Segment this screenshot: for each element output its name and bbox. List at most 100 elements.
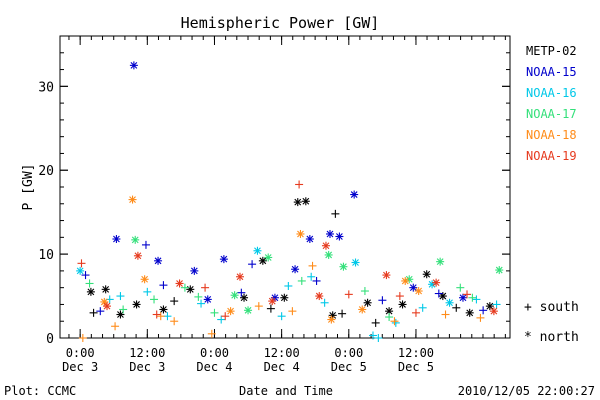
legend-entry: NOAA-17 bbox=[526, 107, 577, 121]
point-noaa-18 bbox=[140, 275, 149, 284]
point-noaa-18 bbox=[226, 307, 235, 316]
point-noaa-18 bbox=[111, 322, 120, 331]
point-noaa-18 bbox=[254, 302, 263, 311]
x-tick-time: 12:00 bbox=[264, 346, 300, 360]
marker-legend-south: + south bbox=[524, 300, 579, 315]
point-noaa-17 bbox=[210, 308, 219, 317]
point-noaa-18 bbox=[327, 315, 336, 324]
point-metp-02 bbox=[398, 300, 407, 309]
data-points bbox=[76, 61, 504, 342]
point-metp-02 bbox=[331, 209, 340, 218]
point-noaa-15 bbox=[326, 229, 334, 238]
point-noaa-19 bbox=[463, 290, 472, 299]
point-noaa-19 bbox=[236, 272, 244, 281]
point-noaa-18 bbox=[156, 312, 165, 321]
x-tick-time: 0:00 bbox=[334, 346, 363, 360]
point-metp-02 bbox=[301, 197, 310, 206]
point-noaa-15 bbox=[154, 256, 163, 265]
x-tick-date: Dec 5 bbox=[398, 360, 434, 374]
point-noaa-19 bbox=[321, 241, 330, 250]
point-noaa-16 bbox=[368, 331, 377, 340]
point-noaa-18 bbox=[358, 305, 367, 314]
y-axis-ticks: 0 10 20 30 bbox=[38, 52, 510, 347]
point-noaa-17 bbox=[385, 313, 394, 322]
point-noaa-15 bbox=[335, 232, 344, 241]
point-noaa-15 bbox=[190, 266, 199, 275]
point-metp-02 bbox=[240, 293, 249, 302]
point-noaa-18 bbox=[128, 195, 137, 204]
point-noaa-16 bbox=[445, 298, 454, 307]
point-noaa-16 bbox=[351, 258, 360, 267]
point-noaa-15 bbox=[479, 306, 488, 315]
point-metp-02 bbox=[280, 293, 289, 302]
point-metp-02 bbox=[101, 285, 110, 294]
point-metp-02 bbox=[116, 310, 125, 319]
point-noaa-19 bbox=[489, 307, 498, 316]
point-noaa-18 bbox=[401, 276, 410, 285]
legend-entry: NOAA-18 bbox=[526, 128, 577, 142]
point-metp-02 bbox=[86, 287, 95, 296]
point-noaa-18 bbox=[476, 313, 485, 322]
point-noaa-16 bbox=[217, 315, 226, 324]
point-noaa-15 bbox=[237, 288, 246, 297]
point-noaa-15 bbox=[291, 265, 300, 274]
point-metp-02 bbox=[132, 300, 141, 309]
point-noaa-15 bbox=[305, 235, 314, 244]
chart-title: Hemispheric Power [GW] bbox=[181, 14, 380, 32]
point-noaa-15 bbox=[141, 240, 150, 249]
point-noaa-15 bbox=[378, 296, 387, 305]
point-noaa-15 bbox=[112, 235, 121, 244]
point-noaa-18 bbox=[441, 310, 450, 319]
point-noaa-19 bbox=[152, 310, 161, 319]
series-legend: METP-02 NOAA-15 NOAA-16 NOAA-17 NOAA-18 NOAA-… bbox=[524, 44, 579, 345]
point-noaa-19 bbox=[411, 308, 420, 317]
point-noaa-15 bbox=[219, 255, 228, 264]
point-noaa-15 bbox=[350, 190, 359, 199]
point-metp-02 bbox=[485, 302, 494, 311]
x-tick-date: Dec 4 bbox=[196, 360, 232, 374]
point-metp-02 bbox=[170, 297, 179, 306]
point-noaa-17 bbox=[324, 250, 333, 259]
point-noaa-16 bbox=[391, 318, 400, 327]
point-noaa-17 bbox=[360, 287, 369, 296]
point-noaa-19 bbox=[295, 180, 304, 189]
point-noaa-16 bbox=[197, 299, 206, 308]
point-noaa-17 bbox=[150, 295, 159, 304]
point-noaa-16 bbox=[374, 334, 383, 342]
point-noaa-17 bbox=[180, 283, 189, 292]
y-tick-label: 10 bbox=[38, 248, 54, 263]
point-noaa-19 bbox=[395, 292, 404, 301]
x-tick-time: 0:00 bbox=[66, 346, 95, 360]
point-noaa-17 bbox=[194, 292, 203, 301]
x-tick-time: 0:00 bbox=[200, 346, 229, 360]
legend-entry: NOAA-19 bbox=[526, 149, 577, 163]
y-tick-label: 20 bbox=[38, 164, 54, 179]
marker-legend-north: * north bbox=[524, 330, 579, 345]
point-noaa-18 bbox=[308, 261, 317, 270]
point-noaa-17 bbox=[264, 253, 273, 262]
point-noaa-17 bbox=[230, 291, 239, 300]
point-noaa-17 bbox=[119, 305, 128, 314]
point-noaa-16 bbox=[307, 272, 316, 281]
point-noaa-16 bbox=[76, 266, 85, 275]
point-noaa-18 bbox=[414, 287, 423, 296]
point-noaa-19 bbox=[315, 292, 324, 301]
point-noaa-18 bbox=[207, 329, 216, 338]
point-metp-02 bbox=[258, 256, 267, 265]
x-axis-label: Date and Time bbox=[239, 384, 333, 398]
point-noaa-19 bbox=[221, 312, 230, 321]
point-noaa-15 bbox=[248, 260, 257, 269]
point-noaa-19 bbox=[133, 251, 142, 260]
point-noaa-17 bbox=[339, 262, 348, 271]
point-noaa-18 bbox=[170, 317, 179, 326]
point-noaa-16 bbox=[492, 300, 501, 309]
point-noaa-16 bbox=[320, 298, 329, 307]
point-noaa-16 bbox=[277, 312, 286, 321]
point-metp-02 bbox=[452, 303, 461, 312]
point-noaa-17 bbox=[468, 293, 477, 302]
point-noaa-17 bbox=[131, 235, 140, 244]
y-tick-label: 30 bbox=[38, 80, 54, 95]
point-metp-02 bbox=[338, 309, 347, 318]
point-noaa-19 bbox=[432, 278, 441, 287]
point-noaa-15 bbox=[129, 61, 138, 70]
